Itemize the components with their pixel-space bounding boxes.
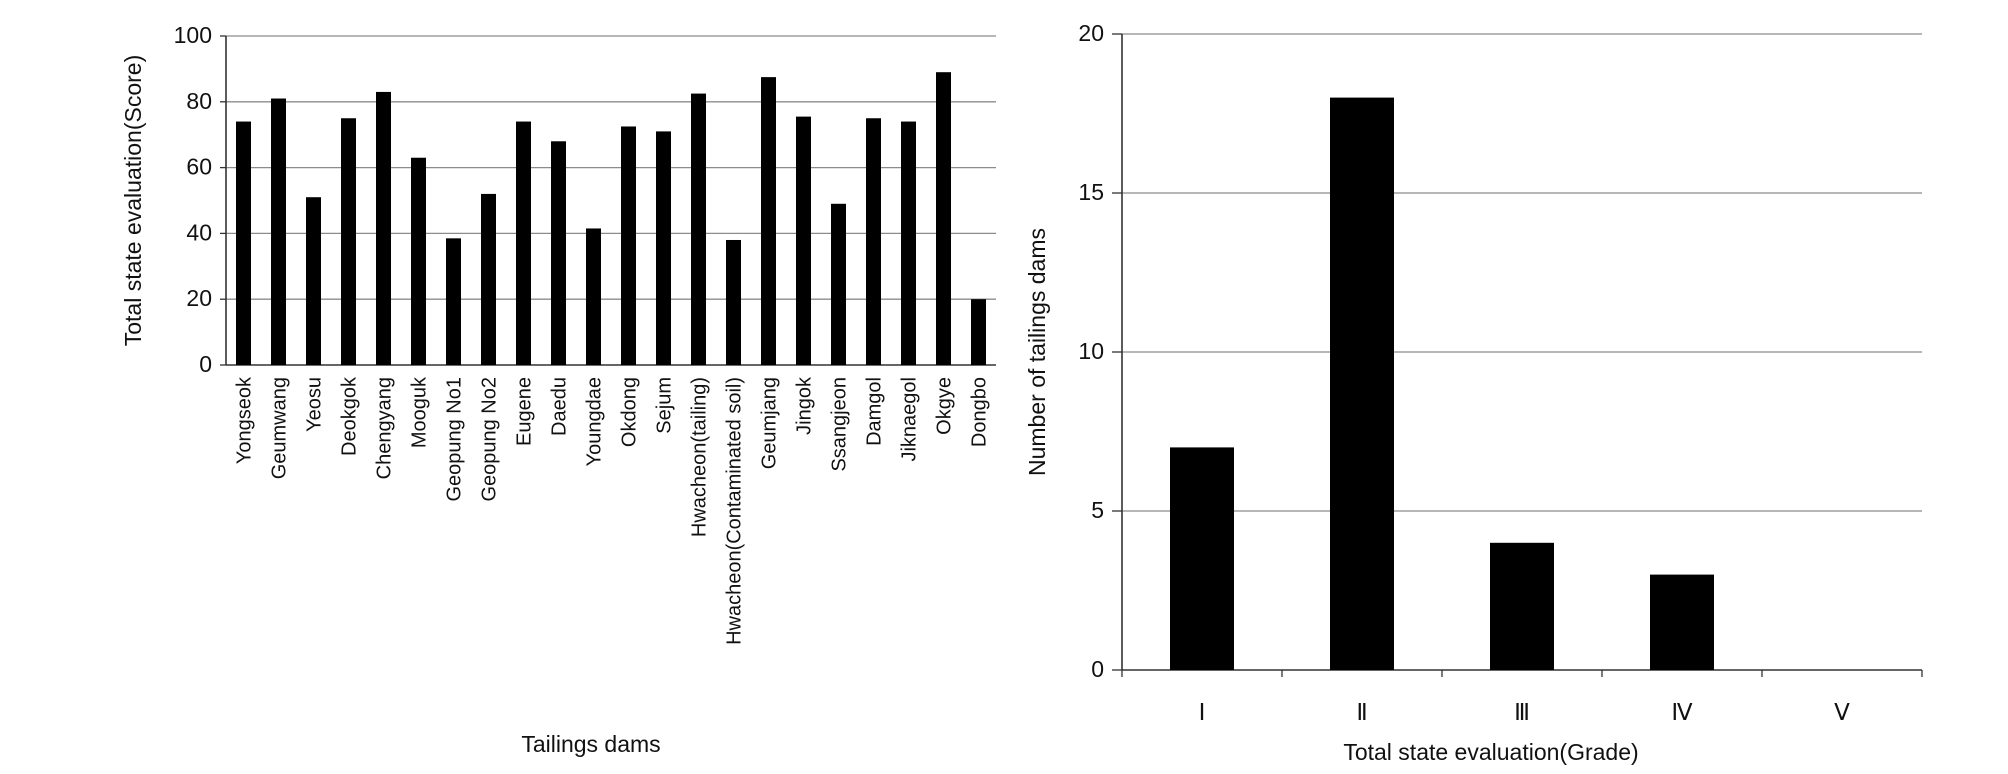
x-tick-label: Dongbo [969,377,991,447]
y-tick-label: 80 [186,88,212,114]
bar [656,131,671,365]
bar [621,126,636,365]
bar [761,77,776,365]
bar [551,141,566,365]
bar [1170,447,1234,670]
x-tick-label: Chengyang [374,377,396,479]
y-axis-title: Number of tailings dams [1024,228,1050,476]
x-tick-label: Deokgok [339,376,361,456]
x-tick-label: Daedu [549,377,571,436]
bar [236,121,251,365]
x-tick-label: Yongseok [234,376,256,464]
y-tick-label: 10 [1078,338,1104,364]
y-tick-label: 20 [186,285,212,311]
x-tick-label: Ssangjeon [829,377,851,472]
y-tick-label: 5 [1091,497,1104,523]
bar [376,91,391,366]
bar [446,238,461,365]
x-tick-label: Hwacheon(Contaminated soil) [724,377,746,645]
x-tick-label: Hwacheon(tailing) [689,377,711,537]
y-tick-label: 60 [186,154,212,180]
y-tick-label: 15 [1078,179,1104,205]
y-tick-label: 40 [186,219,212,245]
x-tick-label: Geopung No1 [444,377,466,502]
bar [971,299,986,365]
x-tick-label: Ⅴ [1834,699,1850,725]
bar [271,98,286,365]
x-tick-label: Sejum [654,377,676,434]
bar [586,228,601,365]
bar [831,203,846,365]
bar [306,197,321,365]
bar [866,118,881,365]
y-tick-label: 20 [1078,20,1104,46]
bar [341,118,356,365]
x-tick-label: Jiknaegol [899,377,921,462]
x-tick-label: Damgol [864,377,886,446]
y-axis-title: Total state evaluation(Score) [120,55,146,347]
bar [516,121,531,365]
x-tick-label: Okgye [934,377,956,435]
x-axis-title: Tailings dams [521,731,660,757]
x-tick-label: Eugene [514,377,536,446]
y-tick-label: 0 [199,351,212,377]
bar [411,157,426,365]
bar [1650,574,1714,670]
x-tick-label: Ⅱ [1356,699,1367,725]
bar [1490,542,1554,670]
x-tick-label: Ⅰ [1199,699,1206,725]
bar [726,239,741,365]
x-tick-label: Geopung No2 [479,377,501,502]
x-tick-label: Yeosu [304,377,326,432]
x-axis-title: Total state evaluation(Grade) [1343,739,1638,765]
y-tick-label: 100 [174,22,212,48]
bar [691,93,706,365]
x-tick-label: Ⅳ [1671,699,1693,725]
x-tick-label: Geumwang [269,377,291,479]
x-tick-label: Jingok [794,376,816,435]
x-tick-label: Youngdae [584,377,606,466]
chart-count-by-grade: 0 5 10 15 20 Ⅰ Ⅱ Ⅲ Ⅳ Ⅴ Total state evaluation(Grad… [1024,20,1923,765]
bar [481,193,496,365]
bar [901,121,916,365]
x-tick-label: Mooguk [409,376,431,448]
x-tick-label: Geumjang [759,377,781,469]
bar [936,72,951,365]
x-tick-label: Ⅲ [1514,699,1530,725]
x-tick-label: Okdong [619,377,641,447]
y-tick-label: 0 [1091,656,1104,682]
bar [1330,97,1394,671]
chart-score-by-dam: 0 20 40 60 80 100 Yongseok Geumwang Yeosu Deokgok… [120,22,996,757]
bar [796,116,811,365]
